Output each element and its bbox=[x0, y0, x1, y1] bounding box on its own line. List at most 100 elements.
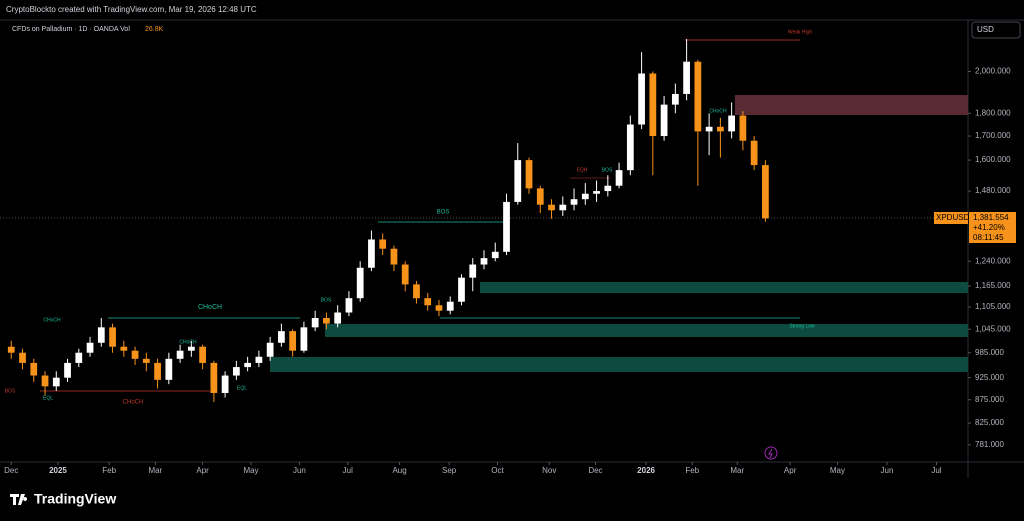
candle-body bbox=[244, 362, 252, 368]
x-tick-label: Feb bbox=[102, 466, 116, 475]
y-tick-label: 1,045.000 bbox=[975, 324, 1011, 333]
candle-body bbox=[716, 126, 724, 132]
annotation: CHoCH bbox=[198, 304, 222, 311]
candle-body bbox=[289, 331, 297, 351]
y-tick-label: 1,800.000 bbox=[975, 108, 1011, 117]
candle-body bbox=[19, 352, 26, 363]
candle-body bbox=[7, 346, 15, 353]
candle-body bbox=[255, 356, 263, 363]
y-tick-label: 1,700.000 bbox=[975, 131, 1011, 140]
candle-body bbox=[469, 264, 477, 278]
candle-body bbox=[401, 264, 409, 285]
candle-body bbox=[750, 140, 758, 166]
candle-body bbox=[694, 61, 702, 132]
candle-body bbox=[525, 160, 533, 189]
legend: CFDs on Palladium · 1D · OANDA Vol bbox=[12, 26, 130, 33]
y-tick-label: 875.000 bbox=[975, 395, 1004, 404]
countdown: 08:11:45 bbox=[973, 233, 1004, 242]
annotation: BOS bbox=[321, 297, 332, 303]
candle-body bbox=[97, 327, 105, 343]
y-tick-label: 1,240.000 bbox=[975, 256, 1011, 265]
demand-zone bbox=[325, 324, 968, 337]
event-bolt bbox=[768, 448, 773, 459]
last-price: 1,381.554 bbox=[973, 213, 1009, 222]
symbol: XPDUSD bbox=[936, 213, 970, 222]
candle-body bbox=[52, 377, 60, 387]
candle-body bbox=[210, 362, 218, 393]
candle-body bbox=[64, 362, 71, 378]
candle-body bbox=[86, 342, 94, 353]
candle-body bbox=[424, 298, 432, 306]
candle-body bbox=[581, 193, 589, 200]
x-tick-label: Nov bbox=[542, 466, 556, 475]
x-tick-label: Feb bbox=[685, 466, 699, 475]
candle-body bbox=[109, 327, 116, 347]
candle-body bbox=[165, 358, 173, 380]
annotation: BOS bbox=[5, 388, 16, 394]
candle-body bbox=[503, 201, 510, 252]
x-tick-label: Dec bbox=[4, 466, 18, 475]
candle-body bbox=[221, 375, 229, 393]
symbol-tag bbox=[934, 212, 968, 224]
candle-body bbox=[176, 350, 184, 359]
candle-body bbox=[266, 342, 274, 357]
candle-body bbox=[604, 185, 612, 192]
candle-body bbox=[131, 350, 139, 359]
y-tick-label: 1,165.000 bbox=[975, 281, 1011, 290]
y-tick-label: 781.000 bbox=[975, 440, 1004, 449]
x-tick-label: May bbox=[830, 466, 845, 475]
candle-body bbox=[728, 115, 736, 132]
price-tag bbox=[969, 212, 1016, 243]
candle-body bbox=[536, 188, 544, 205]
x-tick-label: Jul bbox=[343, 466, 353, 475]
candle-body bbox=[278, 331, 285, 343]
candle-body bbox=[559, 204, 567, 211]
currency-button[interactable] bbox=[971, 21, 1021, 39]
x-tick-label: Dec bbox=[588, 466, 602, 475]
candle-body bbox=[379, 239, 387, 249]
x-tick-label: Jun bbox=[293, 466, 306, 475]
annotation: CHoCH bbox=[43, 317, 61, 323]
annotation: CHoCH bbox=[179, 339, 197, 345]
candle-body bbox=[368, 239, 375, 268]
candle-body bbox=[548, 204, 555, 211]
candle-body bbox=[41, 375, 49, 387]
y-tick-label: 925.000 bbox=[975, 373, 1004, 382]
y-tick-label: 985.000 bbox=[975, 348, 1004, 357]
x-tick-label: Mar bbox=[148, 466, 162, 475]
annotation: Strong Low bbox=[789, 323, 815, 329]
x-tick-label: Jul bbox=[931, 466, 941, 475]
candle-body bbox=[154, 362, 161, 380]
logo bbox=[10, 494, 28, 505]
x-tick-label: Aug bbox=[392, 466, 406, 475]
candle-body bbox=[75, 352, 83, 363]
annotation: CHoCH bbox=[709, 108, 727, 114]
candle-body bbox=[311, 318, 319, 328]
candle-body bbox=[739, 115, 747, 141]
x-tick-label: Mar bbox=[730, 466, 744, 475]
supply-zone bbox=[735, 95, 968, 115]
candle-body bbox=[649, 73, 657, 137]
candle-body bbox=[638, 73, 645, 125]
annotation: EQL bbox=[43, 395, 53, 401]
annotation: EQL bbox=[237, 385, 247, 391]
candle-body bbox=[435, 305, 443, 311]
x-tick-label: Apr bbox=[784, 466, 797, 475]
y-tick-label: 2,000.000 bbox=[975, 67, 1011, 76]
candle-body bbox=[345, 298, 353, 313]
candle-body bbox=[762, 165, 769, 219]
candle-body bbox=[480, 258, 488, 265]
y-tick-label: 825.000 bbox=[975, 418, 1004, 427]
candle-body bbox=[187, 346, 195, 351]
candle-body bbox=[626, 124, 634, 171]
x-tick-label: 2026 bbox=[637, 466, 655, 475]
annotation: CHoCH bbox=[123, 400, 144, 406]
candle-body bbox=[491, 251, 499, 259]
event-icon[interactable] bbox=[764, 446, 778, 460]
candle-body bbox=[683, 61, 690, 94]
currency[interactable]: USD bbox=[977, 25, 994, 34]
candle-body bbox=[142, 358, 150, 363]
candle-body bbox=[120, 346, 128, 351]
y-tick-label: 1,105.000 bbox=[975, 302, 1011, 311]
